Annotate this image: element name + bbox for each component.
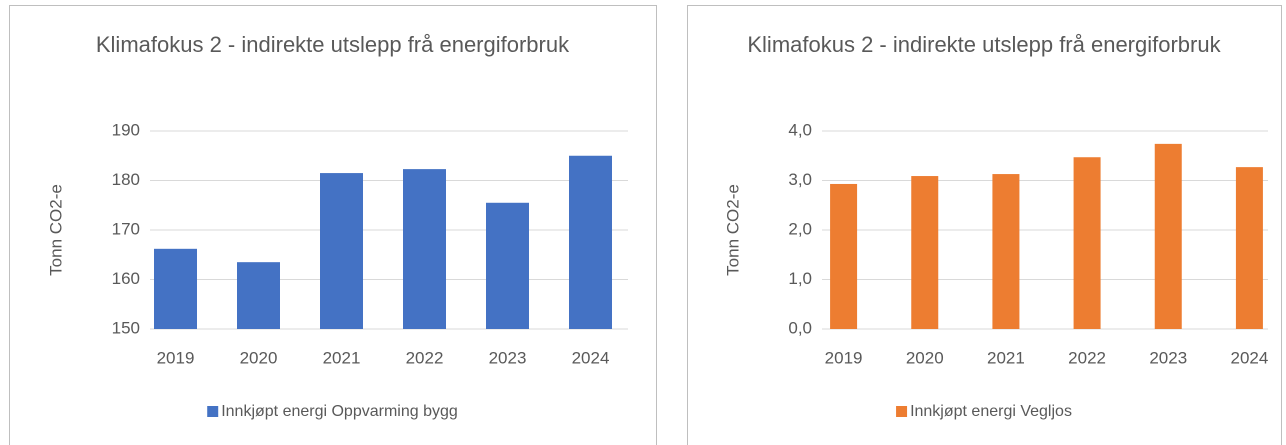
legend-label: Innkjøpt energi Vegljos (910, 403, 1072, 420)
bar (569, 155, 612, 329)
bar (1154, 143, 1182, 329)
bar (1235, 167, 1263, 329)
chart-border (687, 5, 1282, 445)
x-tick-label: 2021 (323, 348, 361, 367)
y-tick-label: 150 (112, 318, 140, 337)
bar (237, 262, 280, 329)
y-tick-label: 170 (112, 219, 140, 238)
chart-title: Klimafokus 2 - indirekte utslepp frå ene… (747, 32, 1221, 57)
chart-title: Klimafokus 2 - indirekte utslepp frå ene… (95, 32, 570, 57)
y-tick-label: 0,0 (788, 318, 812, 337)
title-box: Klimafokus 2 - indirekte utslepp frå ene… (747, 32, 1221, 57)
bar (320, 173, 363, 329)
legend-swatch (896, 406, 908, 417)
x-tick-label: 2021 (987, 348, 1025, 367)
x-tick-label: 2019 (825, 348, 863, 367)
x-tick-label: 2024 (1231, 348, 1269, 367)
y-tick-label: 190 (112, 120, 140, 139)
y-tick-label: 2,0 (788, 219, 812, 238)
x-tick-label: 2022 (1068, 348, 1106, 367)
y-tick-label: 180 (112, 170, 140, 189)
y-tick-label: 160 (112, 269, 140, 288)
bar (992, 174, 1020, 329)
x-tick-label: 2019 (157, 348, 195, 367)
x-tick-label: 2022 (406, 348, 444, 367)
bar (1073, 157, 1101, 329)
x-tick-label: 2024 (572, 348, 610, 367)
y-tick-label: 4,0 (788, 120, 812, 139)
bar (403, 169, 446, 329)
legend-label: Innkjøpt energi Oppvarming bygg (221, 403, 458, 420)
title-box: Klimafokus 2 - indirekte utslepp frå ene… (95, 32, 570, 57)
bar (154, 248, 197, 329)
x-tick-label: 2020 (240, 348, 278, 367)
x-tick-label: 2023 (1149, 348, 1187, 367)
bar (911, 176, 939, 329)
y-tick-label: 1,0 (788, 269, 812, 288)
legend-swatch (207, 406, 219, 417)
x-tick-label: 2020 (906, 348, 944, 367)
x-tick-label: 2023 (489, 348, 527, 367)
chart-border (9, 5, 657, 445)
y-axis-label: Tonn CO2-e (723, 184, 742, 276)
bar (830, 183, 858, 329)
y-tick-label: 3,0 (788, 170, 812, 189)
y-axis-label: Tonn CO2-e (46, 184, 65, 276)
bar (486, 202, 529, 329)
